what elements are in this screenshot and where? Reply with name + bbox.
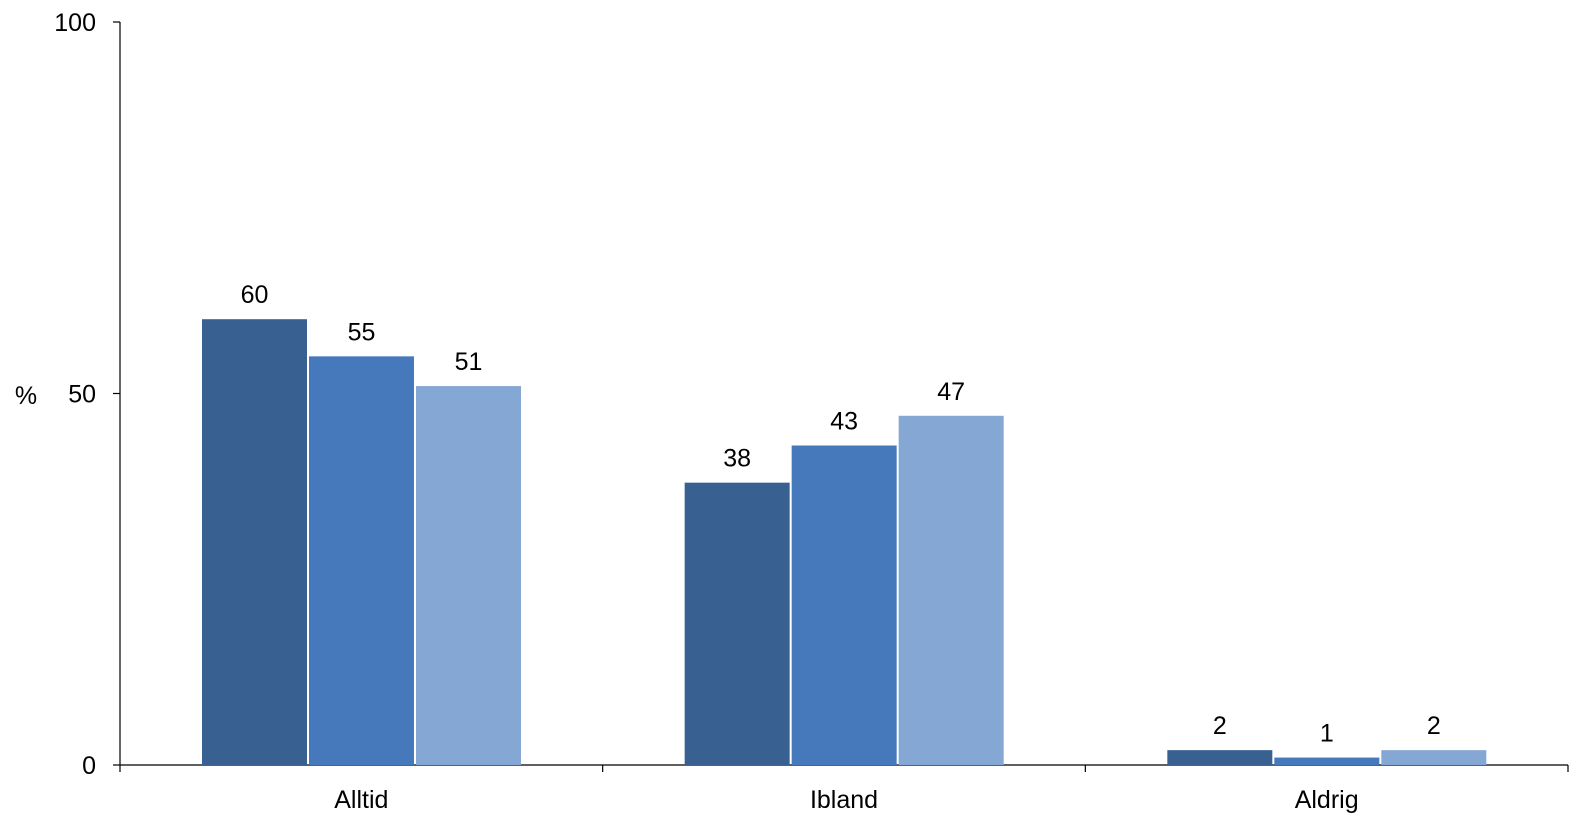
data-label: 51 [455, 348, 483, 376]
data-label: 1 [1320, 720, 1334, 748]
data-label: 55 [348, 318, 376, 346]
x-tick-label: Alltid [334, 786, 388, 814]
data-label: 43 [830, 408, 858, 436]
data-labels: 60 55 51 38 43 47 2 1 2 [241, 281, 1441, 747]
bar [684, 482, 790, 765]
x-tick-label: Ibland [810, 786, 878, 814]
bar [416, 386, 521, 765]
x-tick-label: Aldrig [1295, 786, 1359, 814]
bar [1167, 750, 1273, 765]
bar [309, 356, 414, 765]
bars [202, 319, 1487, 765]
bar [791, 445, 897, 765]
x-axis: Alltid Ibland Aldrig [119, 764, 1569, 814]
bar [1274, 757, 1380, 765]
bar [898, 415, 1004, 765]
bar [1381, 750, 1487, 765]
bar [202, 319, 307, 765]
data-label: 47 [937, 378, 965, 406]
y-axis-label: % [15, 382, 37, 410]
y-tick-label: 100 [54, 9, 96, 37]
data-label: 2 [1427, 712, 1441, 740]
y-tick-label: 0 [82, 752, 96, 780]
y-axis: 0 50 100 [54, 9, 121, 780]
y-tick-label: 50 [68, 381, 96, 409]
data-label: 2 [1213, 712, 1227, 740]
data-label: 60 [241, 281, 269, 309]
data-label: 38 [723, 445, 751, 473]
